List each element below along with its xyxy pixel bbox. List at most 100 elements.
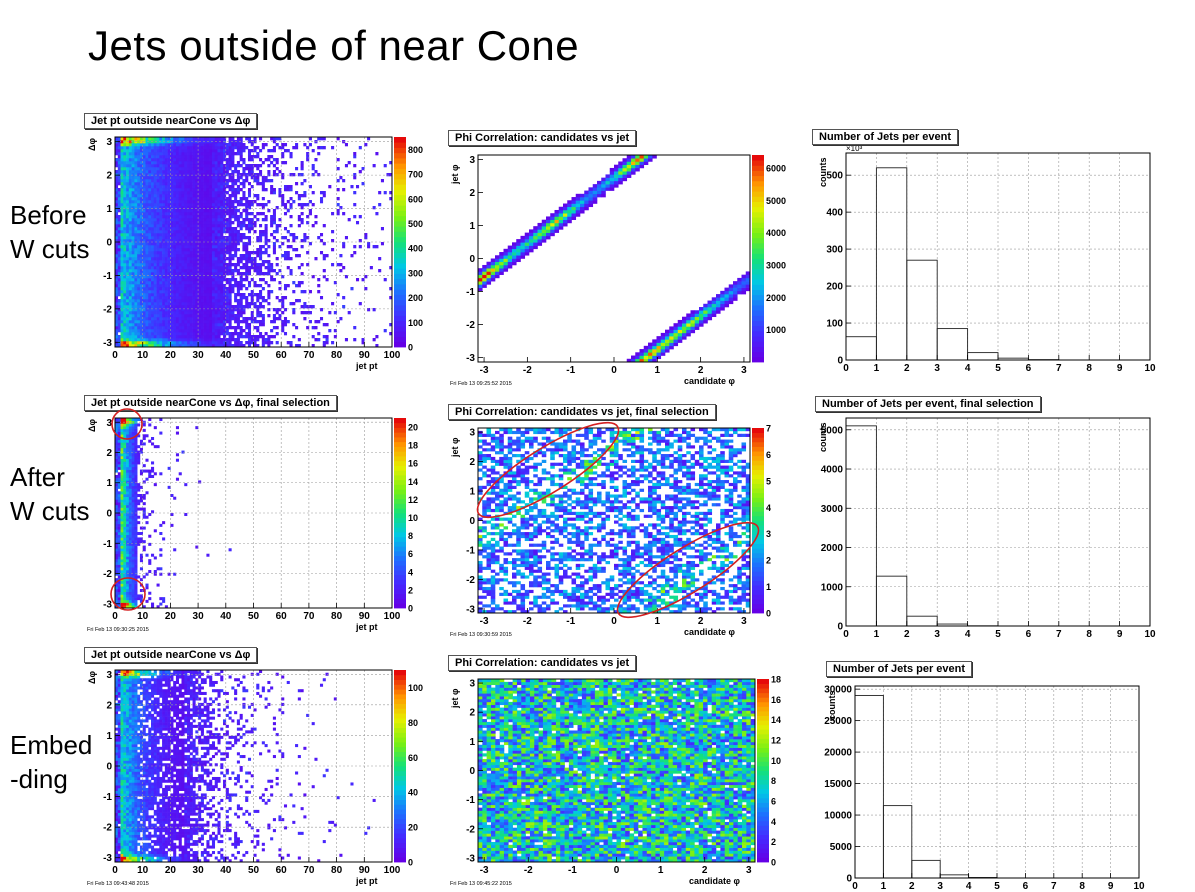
- heatmap-cell: [167, 284, 171, 288]
- heatmap-cell: [192, 236, 196, 240]
- heatmap-cell: [220, 251, 224, 255]
- heatmap-cell: [344, 143, 348, 147]
- heatmap-cell: [142, 185, 146, 189]
- heatmap-cell: [128, 272, 132, 276]
- x-tick-label: 7: [1056, 363, 1062, 374]
- heatmap-cell: [181, 296, 185, 300]
- heatmap-cell: [137, 287, 141, 291]
- heatmap-cell: [206, 326, 210, 330]
- heatmap-cell: [189, 335, 193, 339]
- heatmap-cell: [175, 227, 180, 231]
- heatmap-cell: [311, 173, 315, 177]
- heatmap-cell: [223, 287, 227, 291]
- heatmap-cell: [126, 456, 130, 460]
- heatmap-cell: [259, 170, 263, 174]
- heatmap-cell: [490, 261, 496, 266]
- heatmap-cell: [200, 182, 204, 186]
- heatmap-cell: [198, 155, 202, 159]
- heatmap-cell: [303, 203, 307, 207]
- heatmap-cell: [175, 179, 180, 183]
- heatmap-cell: [223, 236, 227, 240]
- heatmap-cell: [609, 167, 615, 172]
- heatmap-cell: [115, 450, 119, 454]
- heatmap-cell: [546, 226, 551, 230]
- heatmap-cell: [195, 194, 199, 198]
- heatmap-cell: [239, 233, 243, 237]
- heatmap-cell: [137, 344, 141, 348]
- heatmap-cell: [162, 164, 166, 168]
- heatmap-cell: [567, 206, 572, 211]
- heatmap-cell: [286, 341, 290, 345]
- heatmap-cell: [214, 296, 218, 300]
- heatmap-cell: [707, 310, 713, 314]
- heatmap-cell: [142, 278, 146, 282]
- heatmap-cell: [206, 203, 210, 207]
- heatmap-cell: [209, 323, 213, 327]
- heatmap-cell: [220, 146, 224, 150]
- heatmap-cell: [283, 254, 288, 258]
- heatmap-cell: [236, 221, 240, 225]
- heatmap-cell: [231, 212, 235, 216]
- heatmap-cell: [270, 188, 274, 192]
- heatmap-cell: [162, 251, 166, 255]
- heatmap-cell: [145, 308, 149, 312]
- heatmap-cell: [173, 206, 177, 210]
- heatmap-cell: [181, 164, 185, 168]
- heatmap-cell: [156, 155, 160, 159]
- heatmap-cell: [369, 266, 373, 270]
- heatmap-cell: [217, 170, 221, 174]
- heatmap-cell: [195, 245, 199, 249]
- heatmap-cell: [200, 158, 204, 162]
- heatmap-cell: [134, 275, 138, 279]
- heatmap-cell: [156, 197, 160, 201]
- heatmap-cell: [128, 323, 132, 327]
- heatmap-cell: [142, 245, 146, 249]
- heatmap-cell: [220, 254, 224, 258]
- heatmap-cell: [314, 338, 318, 342]
- heatmap-cell: [223, 239, 227, 243]
- heatmap-cell: [162, 335, 166, 339]
- heatmap-cell: [259, 203, 263, 207]
- heatmap-cell: [353, 245, 357, 249]
- heatmap-cell: [231, 308, 235, 312]
- heatmap-cell: [137, 158, 141, 162]
- heatmap-cell: [162, 311, 166, 315]
- heatmap-cell: [575, 213, 581, 217]
- heatmap-cell: [228, 149, 232, 153]
- heatmap-cell: [173, 341, 177, 345]
- heatmap-cell: [247, 251, 252, 255]
- heatmap-cell: [123, 434, 127, 438]
- heatmap-cell: [259, 320, 263, 324]
- heatmap-cell: [300, 173, 304, 177]
- heatmap-cell: [115, 518, 119, 522]
- heatmap-cell: [120, 502, 124, 506]
- heatmap-cell: [614, 167, 619, 172]
- heatmap-cell: [167, 137, 171, 141]
- heatmap-cell: [139, 335, 143, 339]
- heatmap-cell: [253, 284, 257, 288]
- heatmap-cell: [490, 277, 496, 282]
- heatmap-cell: [211, 296, 216, 300]
- heatmap-cell: [117, 152, 121, 156]
- heatmap-cell: [148, 185, 152, 189]
- heatmap-cell: [217, 209, 221, 213]
- heatmap-cell: [198, 137, 202, 141]
- heatmap-cell: [716, 303, 721, 308]
- heatmap-cell: [319, 137, 324, 141]
- heatmap-cell: [184, 257, 188, 261]
- heatmap-cell: [181, 200, 185, 204]
- heatmap-cell: [245, 245, 249, 249]
- heatmap-cell: [228, 308, 232, 312]
- heatmap-cell: [220, 269, 224, 273]
- heatmap-cell: [117, 456, 121, 460]
- heatmap-cell: [563, 216, 568, 220]
- heatmap-cell: [189, 269, 193, 273]
- heatmap-cell: [187, 329, 191, 333]
- heatmap-cell: [247, 182, 252, 186]
- heatmap-cell: [245, 263, 249, 267]
- heatmap-cell: [259, 266, 263, 270]
- heatmap-cell: [209, 239, 213, 243]
- heatmap-cell: [516, 258, 521, 263]
- heatmap-cell: [192, 200, 196, 204]
- heatmap-cell: [601, 193, 606, 198]
